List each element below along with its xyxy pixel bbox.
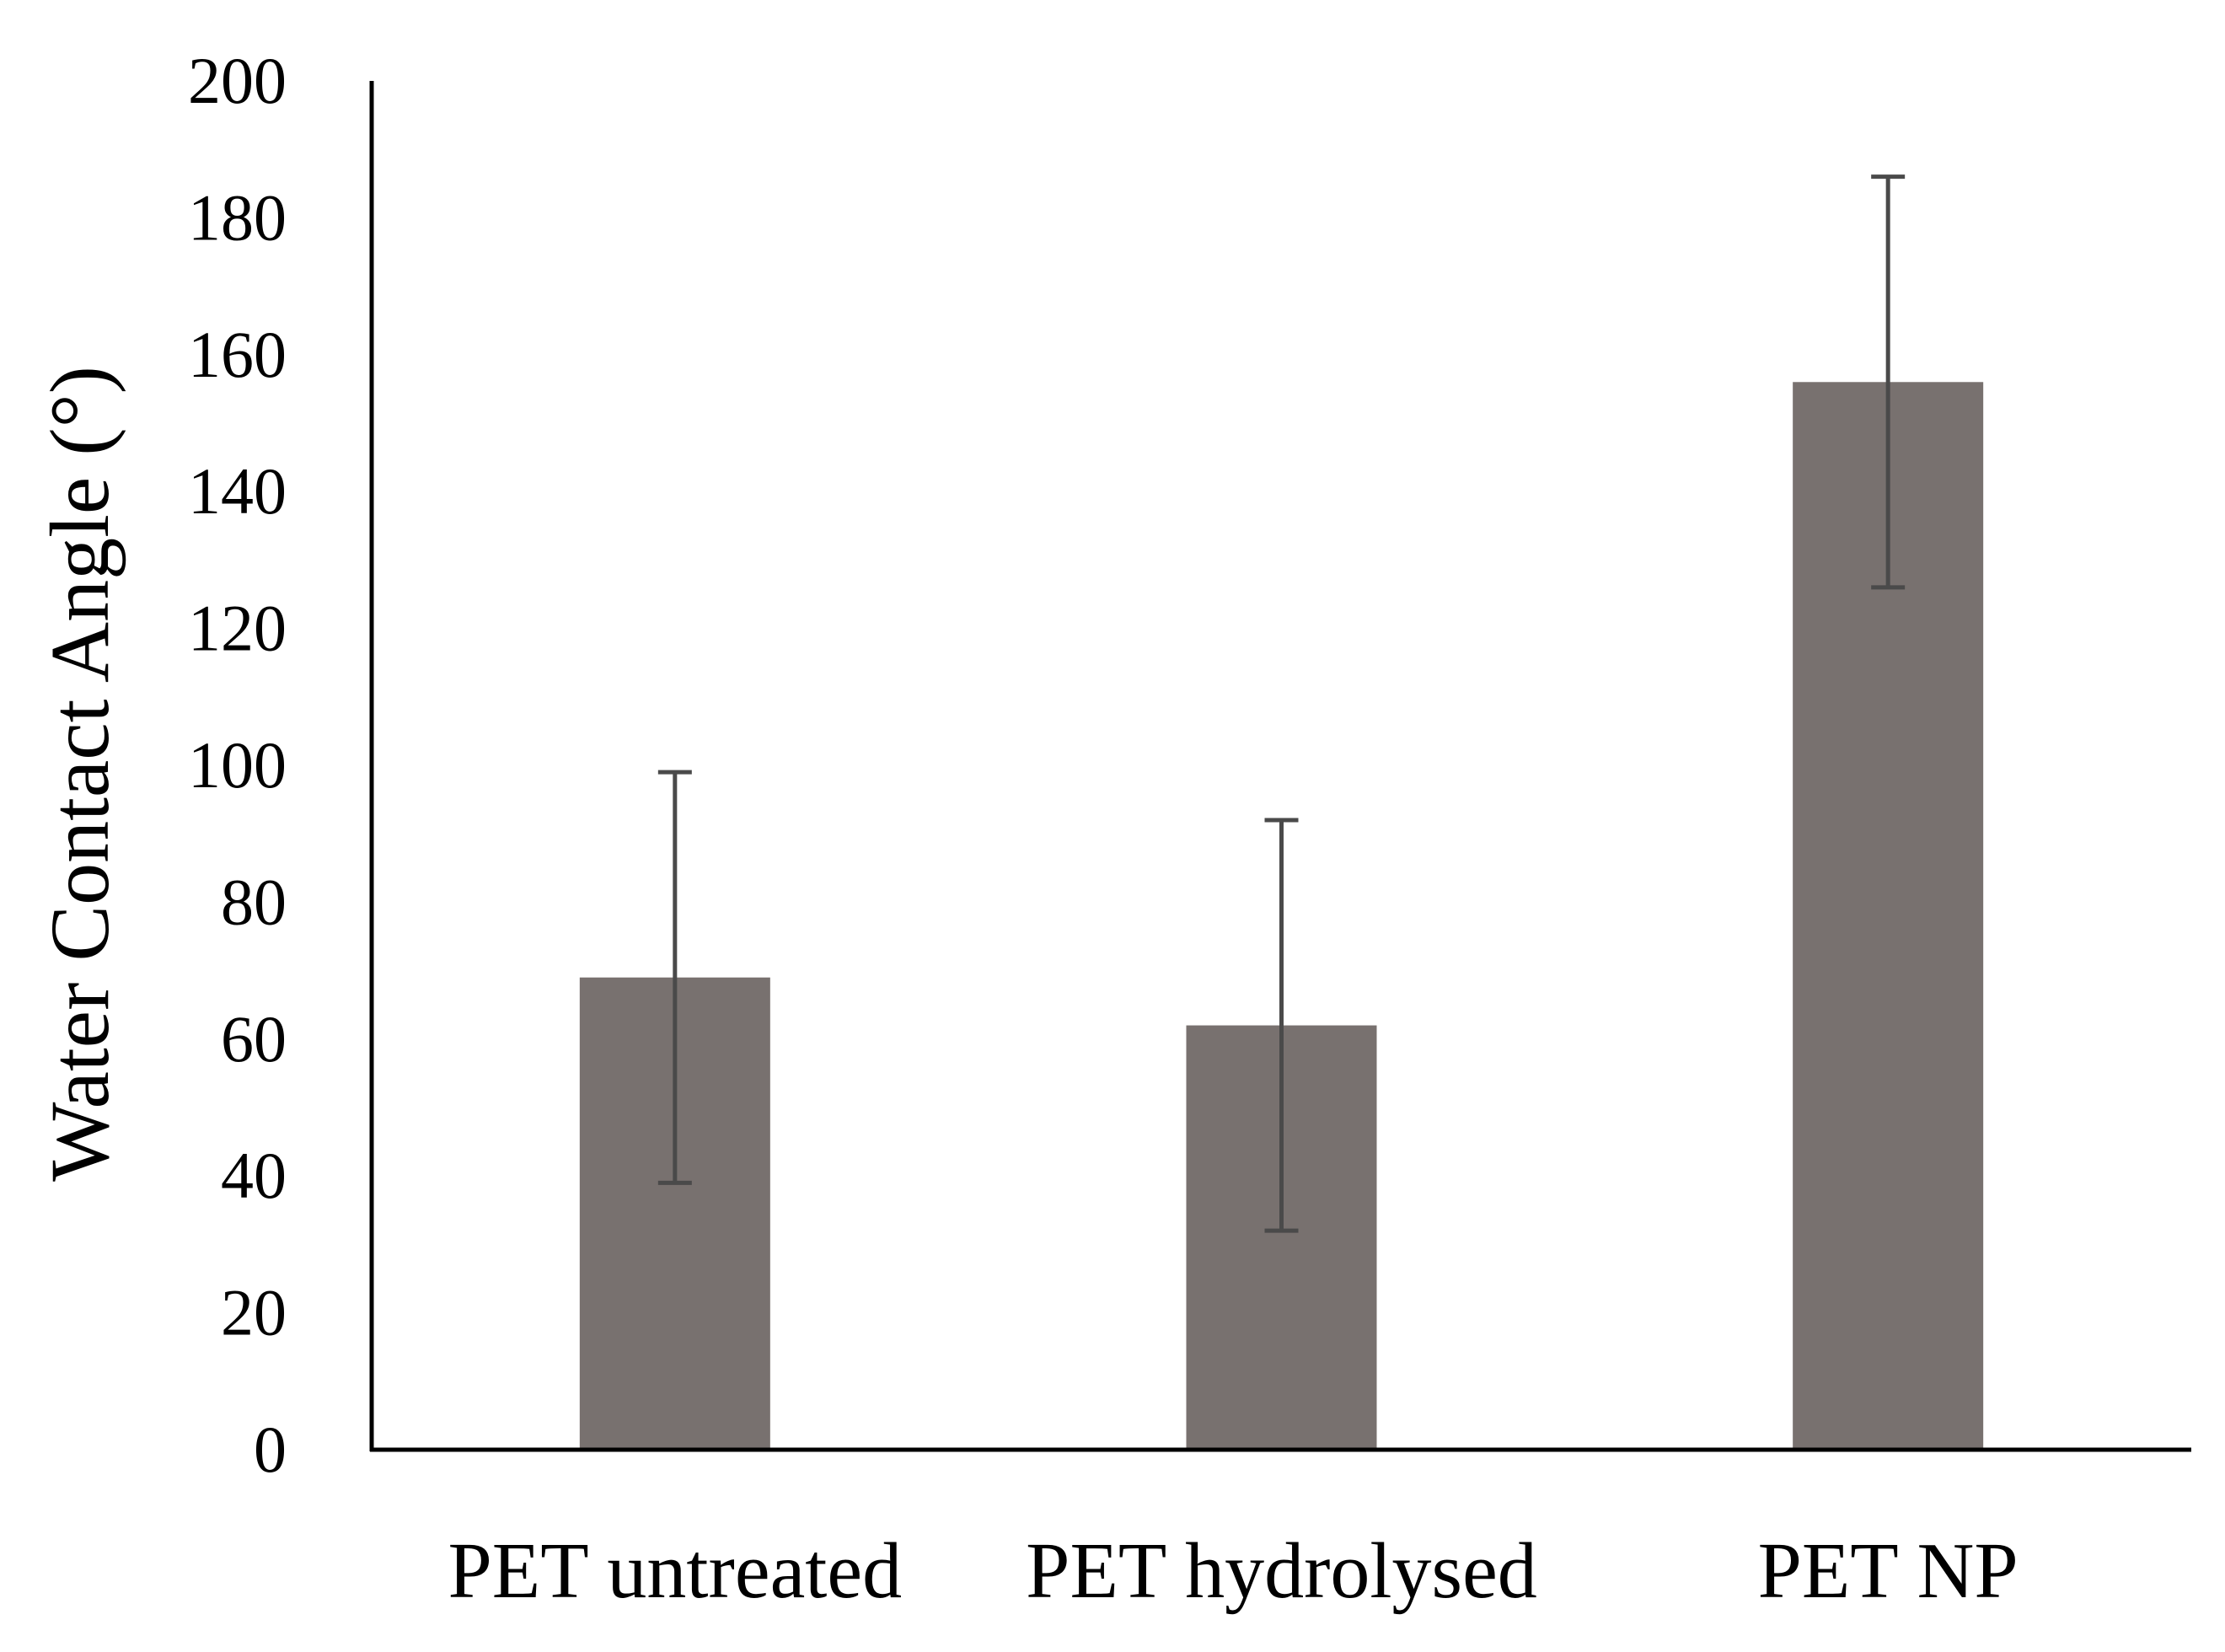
y-tick-label: 120 (188, 592, 287, 665)
y-tick-label: 20 (221, 1276, 287, 1349)
y-tick-label: 80 (221, 865, 287, 938)
x-tick-label: PET hydrolysed (1026, 1527, 1537, 1615)
y-tick-label: 40 (221, 1139, 287, 1212)
y-tick-label: 200 (188, 44, 287, 117)
y-tick-labels: 0 20 40 60 80 100 120 140 160 180 200 (188, 44, 287, 1486)
y-tick-label: 160 (188, 318, 287, 391)
x-tick-label: PET untreated (448, 1527, 903, 1615)
y-tick-label: 140 (188, 454, 287, 528)
axes-layer (369, 81, 2191, 1452)
error-bars-layer (657, 174, 1906, 1233)
x-tick-labels: PET untreated PET hydrolysed PET NP (448, 1527, 2019, 1615)
y-tick-label: 180 (188, 180, 287, 254)
x-tick-label: PET NP (1758, 1527, 2019, 1615)
y-axis-title: Water Contact Angle (°) (33, 366, 126, 1182)
y-tick-label: 0 (254, 1413, 287, 1486)
y-tick-label: 100 (188, 728, 287, 802)
y-tick-label: 60 (221, 1002, 287, 1075)
